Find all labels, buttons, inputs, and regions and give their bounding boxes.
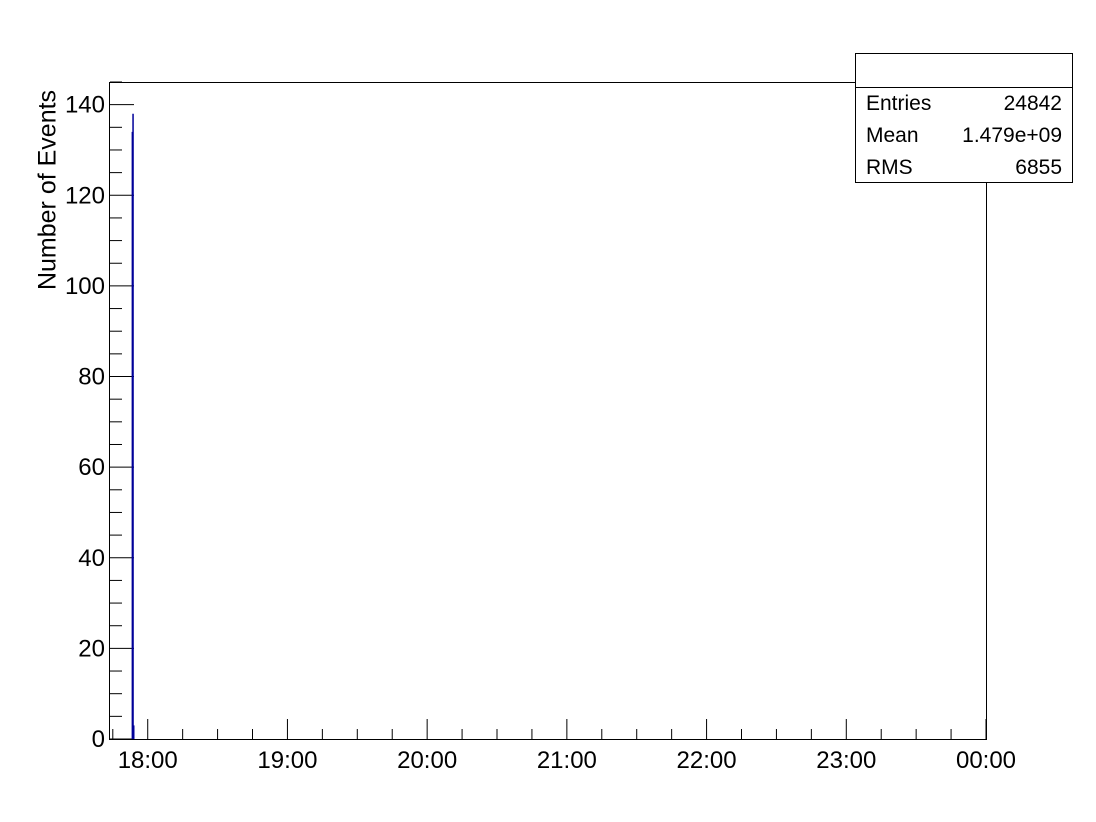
x-axis: 18:00 19:00 20:00 21:00 22:00 23:00 00:00 [112,719,1016,774]
histogram-series [131,113,135,739]
y-tick-label: 100 [65,273,105,300]
x-tick-label: 20:00 [397,747,457,774]
x-tick-label: 18:00 [118,747,178,774]
y-tick-label: 140 [65,92,105,119]
stats-entries-row: Entries 24842 [856,88,1072,120]
stats-rms-label: RMS [866,156,913,179]
y-tick-label: 40 [78,545,105,572]
y-tick-label: 20 [78,635,105,662]
y-tick-label: 120 [65,182,105,209]
plot-frame [109,82,987,740]
stats-entries-label: Entries [866,92,932,115]
stats-title [856,54,1072,88]
x-tick-label: 00:00 [956,747,1016,774]
stats-mean-value: 1.479e+09 [962,124,1062,147]
stats-box: Entries 24842 Mean 1.479e+09 RMS 6855 [855,53,1073,183]
y-tick-label: 80 [78,364,105,391]
stats-rms-value: 6855 [1015,156,1062,179]
y-tick-label: 60 [78,454,105,481]
x-tick-label: 21:00 [537,747,597,774]
y-axis-label: Number of Events [33,89,62,291]
y-axis: 0 20 40 60 80 100 120 140 [65,81,134,753]
y-tick-label: 0 [92,726,105,753]
x-tick-label: 23:00 [816,747,876,774]
x-tick-label: 22:00 [677,747,737,774]
stats-entries-value: 24842 [1003,92,1062,115]
stats-mean-row: Mean 1.479e+09 [856,120,1072,152]
stats-rms-row: RMS 6855 [856,152,1072,184]
stats-mean-label: Mean [866,124,919,147]
x-tick-label: 19:00 [257,747,317,774]
